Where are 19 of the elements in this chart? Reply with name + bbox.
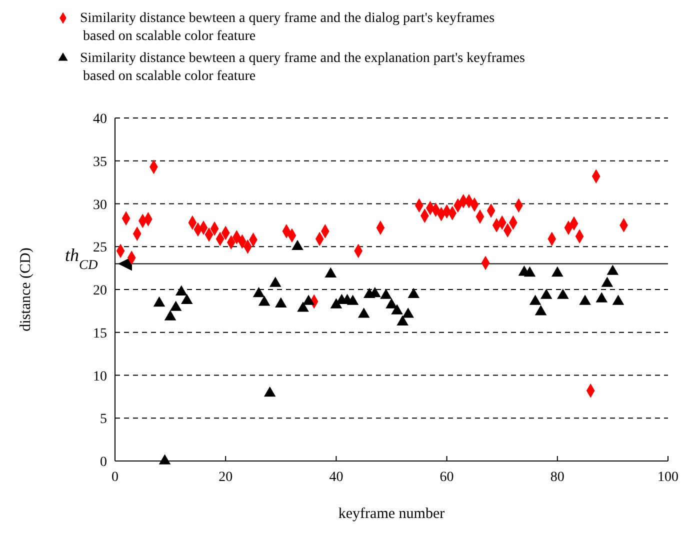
x-axis-title: keyframe number — [338, 506, 445, 522]
x-tick-label: 40 — [329, 470, 344, 485]
y-tick-label: 5 — [100, 412, 107, 428]
y-tick-label: 20 — [93, 284, 107, 298]
y-tick-label: 30 — [93, 198, 107, 213]
legend-label: Similarity distance bewteen a query frame and the explanation part's keyframes based on scalable color feature — [80, 51, 525, 84]
y-tick-label: 25 — [93, 240, 107, 256]
y-tick-label: 10 — [93, 369, 107, 384]
x-tick-label: 0 — [112, 470, 118, 485]
y-tick-label: 15 — [93, 326, 107, 342]
x-tick-label: 80 — [550, 470, 564, 485]
y-tick-label: 40 — [93, 112, 107, 127]
x-tick-label: 20 — [218, 470, 233, 485]
legend-label: Similarity distance bewteen a query frame and the dialog part's keyframes based on scalable color feature — [80, 11, 495, 44]
x-tick-label: 100 — [658, 470, 678, 485]
y-tick-label: 0 — [100, 455, 107, 470]
x-tick-label: 60 — [440, 470, 454, 485]
y-axis-title: distance (CD) — [18, 248, 34, 332]
y-tick-label: 35 — [93, 154, 107, 170]
